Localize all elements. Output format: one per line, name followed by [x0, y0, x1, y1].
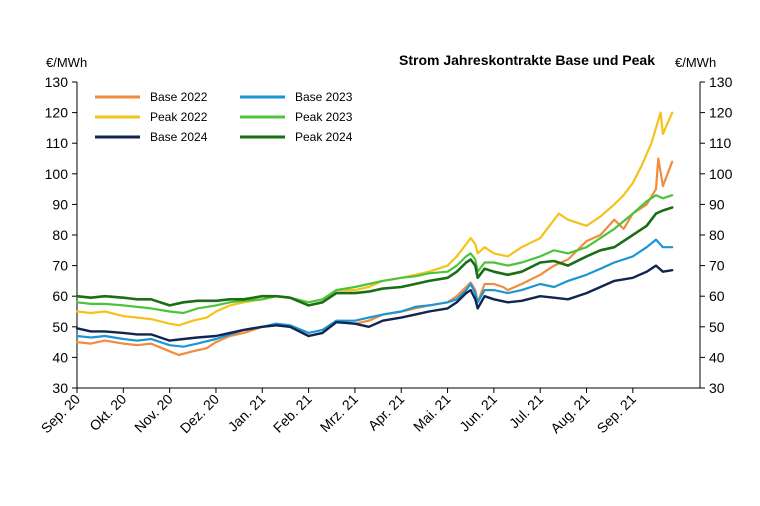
x-tick-label: Apr. 21: [365, 391, 408, 434]
x-tick-label: Mai. 21: [410, 391, 454, 435]
y-tick-label-left: 100: [45, 166, 69, 182]
y-tick-label-right: 50: [709, 319, 725, 335]
y-tick-label-left: 130: [45, 74, 69, 90]
series-line-base-2024: [75, 264, 674, 342]
y-tick-label-left: 70: [52, 258, 68, 274]
y-tick-label-right: 40: [709, 349, 725, 365]
y-tick-label-right: 80: [709, 227, 725, 243]
y-tick-label-right: 130: [709, 74, 733, 90]
y-tick-label-left: 110: [46, 135, 69, 151]
x-tick-label: Sep. 21: [594, 391, 640, 437]
x-tick-label: Feb. 21: [270, 391, 315, 436]
x-tick-label: Dez. 20: [177, 391, 223, 437]
y-tick-label-left: 90: [52, 196, 68, 212]
y-tick-label-left: 40: [52, 349, 68, 365]
legend-label-peak-2024: Peak 2024: [295, 130, 353, 144]
y-tick-label-right: 100: [709, 166, 733, 182]
axes: 30 30 40 40 50 50 60 60 70 70 80 80 90 90 100 100 110 110…: [38, 74, 733, 436]
series-line-peak-2024: [75, 206, 674, 307]
series-line-peak-2023: [75, 194, 674, 315]
x-tick-label: Okt. 20: [86, 391, 129, 434]
legend-label-peak-2022: Peak 2022: [150, 110, 208, 124]
x-tick-label: Jul. 21: [506, 391, 547, 432]
y-tick-label-right: 120: [709, 105, 733, 121]
x-tick-label: Jun. 21: [456, 391, 500, 435]
y-tick-label-left: 120: [45, 105, 69, 121]
x-tick-label: Sep. 20: [38, 391, 84, 437]
y-tick-label-left: 50: [52, 319, 68, 335]
y-tick-label-left: 30: [52, 380, 68, 396]
series-lines: [75, 111, 674, 357]
y-axis-unit-left: €/MWh: [46, 55, 87, 70]
legend-label-base-2024: Base 2024: [150, 130, 208, 144]
y-tick-label-right: 60: [709, 288, 725, 304]
y-tick-label-left: 60: [52, 288, 68, 304]
x-tick-label: Aug. 21: [547, 391, 593, 437]
x-tick-label: Mrz. 21: [317, 391, 361, 435]
y-tick-label-right: 90: [709, 196, 725, 212]
y-tick-label-right: 110: [709, 135, 732, 151]
chart-title: Strom Jahreskontrakte Base und Peak: [399, 52, 655, 68]
y-tick-label-left: 80: [52, 227, 68, 243]
legend-label-base-2022: Base 2022: [150, 90, 208, 104]
legend-label-base-2023: Base 2023: [295, 90, 353, 104]
x-tick-label: Nov. 20: [131, 391, 176, 436]
series-line-peak-2022: [75, 111, 674, 327]
y-tick-label-right: 30: [709, 380, 725, 396]
legend-label-peak-2023: Peak 2023: [295, 110, 353, 124]
x-tick-label: Jan. 21: [225, 391, 269, 435]
series-line-base-2023: [75, 238, 674, 348]
legend: Base 2022 Base 2023 Peak 2022 Peak 2023 Base…: [95, 90, 353, 144]
y-tick-label-right: 70: [709, 258, 725, 274]
y-axis-unit-right: €/MWh: [675, 55, 716, 70]
